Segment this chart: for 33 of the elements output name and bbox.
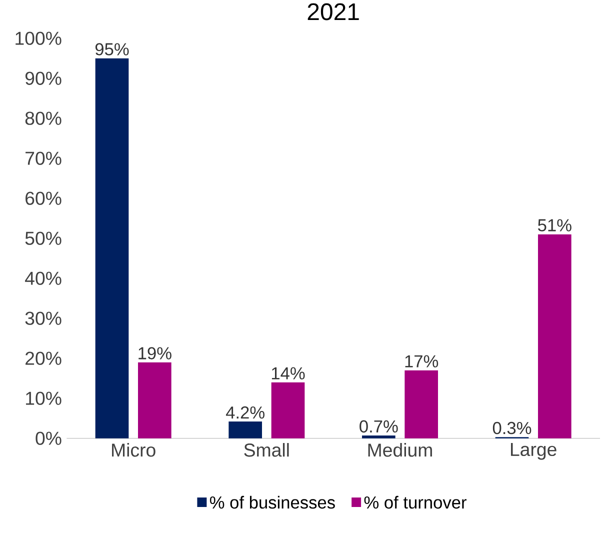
data-label: 0.3% bbox=[492, 422, 532, 434]
y-tick-label: 20% bbox=[26, 352, 62, 365]
x-tick-label: Medium bbox=[368, 443, 432, 457]
bar bbox=[404, 370, 438, 438]
chart-title: 2021 bbox=[308, 3, 359, 20]
y-tick-label: 70% bbox=[26, 152, 62, 165]
bar bbox=[538, 234, 572, 438]
bar bbox=[138, 362, 172, 438]
x-tick-label: Micro bbox=[112, 443, 156, 457]
x-tick-label: Small bbox=[244, 443, 289, 457]
y-tick-label: 60% bbox=[26, 192, 62, 205]
y-tick-label: 80% bbox=[25, 112, 62, 125]
y-tick-label: 30% bbox=[25, 312, 62, 325]
data-label: 4.2% bbox=[226, 406, 264, 419]
y-tick-label: 40% bbox=[25, 272, 62, 285]
data-label: 17% bbox=[405, 355, 438, 368]
bar bbox=[362, 436, 396, 438]
data-label: 51% bbox=[538, 219, 572, 232]
bar bbox=[228, 422, 262, 438]
y-tick-label: 10% bbox=[26, 392, 62, 405]
x-tick-label: Large bbox=[510, 443, 556, 460]
y-tick-label: 0% bbox=[36, 432, 62, 445]
data-label: 95% bbox=[95, 43, 129, 56]
data-label: 19% bbox=[138, 347, 172, 360]
data-label: 14% bbox=[272, 367, 305, 380]
y-tick-label: 50% bbox=[25, 232, 62, 245]
legend-label: % of turnover bbox=[364, 496, 466, 509]
bar bbox=[95, 58, 129, 438]
y-tick-label: 90% bbox=[25, 72, 62, 85]
bar bbox=[271, 382, 305, 438]
y-tick-label: 100% bbox=[16, 32, 62, 45]
data-label: 0.7% bbox=[360, 420, 398, 433]
legend-label: % of businesses bbox=[210, 496, 335, 509]
